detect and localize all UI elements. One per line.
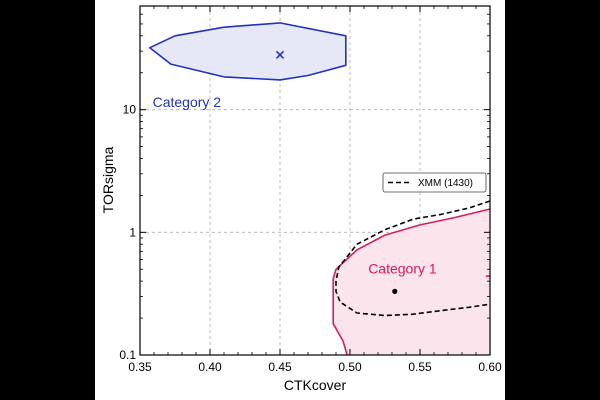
region-labels: Category 2 Category 1: [153, 94, 437, 277]
x-axis-label: CTKcover: [284, 377, 347, 393]
y-tick-label: 0.1: [119, 348, 136, 362]
y-axis-label: TORsigma: [100, 146, 116, 213]
axis-ticks: 0.35 0.40 0.45 0.50 0.55 0.60 0.1 1 10: [119, 5, 502, 374]
x-tick-label: 0.40: [198, 360, 222, 374]
x-tick-label: 0.55: [408, 360, 432, 374]
legend: XMM (1430): [382, 172, 487, 193]
category-1-label: Category 1: [368, 261, 437, 277]
category-2-contour: [149, 22, 347, 81]
y-tick-label: 10: [123, 103, 137, 117]
x-tick-label: 0.60: [478, 360, 502, 374]
plot-frame: [139, 5, 491, 356]
contour-lines: [149, 22, 491, 356]
x-tick-label: 0.45: [268, 360, 292, 374]
category-2-label: Category 2: [153, 94, 222, 110]
category-2-center-marker: [275, 50, 285, 59]
y-tick-label: 1: [129, 225, 136, 239]
legend-label-xmm: XMM (1430): [418, 178, 473, 189]
category-2-fill: [149, 22, 346, 80]
x-tick-label: 0.35: [128, 360, 152, 374]
x-tick-label: 0.50: [338, 360, 362, 374]
category-1-contour: [332, 208, 491, 356]
region-fills: [149, 22, 490, 355]
center-markers: [275, 50, 398, 294]
category-1-center-marker: [392, 288, 398, 294]
xmm-contour: [335, 200, 491, 317]
legend-box: [382, 172, 487, 193]
category-1-fill: [333, 209, 490, 355]
